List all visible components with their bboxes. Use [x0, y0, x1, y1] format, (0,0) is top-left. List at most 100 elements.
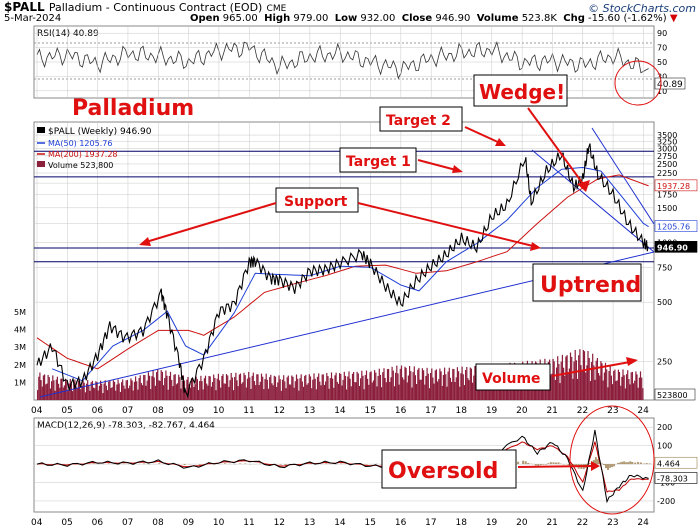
target1-arrow	[417, 159, 457, 171]
volume-bar	[246, 378, 249, 400]
target2-arrow	[464, 126, 501, 144]
macd-panel: MACD(12,26,9) -78.303, -82.767, 4.464 20…	[31, 417, 698, 528]
volume-bar	[192, 377, 194, 400]
price-tick-label: 2250	[657, 169, 677, 178]
volume-bar	[81, 385, 83, 400]
volume-bar	[232, 390, 235, 400]
volume-bar	[210, 386, 212, 400]
volume-bar	[258, 385, 260, 400]
price-tick-label: 2750	[657, 152, 677, 161]
volume-bar	[423, 370, 425, 400]
volume-bar	[566, 355, 568, 400]
volume-bar	[571, 356, 573, 400]
volume-bar	[237, 386, 239, 400]
volume-bar	[589, 381, 591, 400]
volume-bar	[47, 374, 49, 400]
volume-bar	[108, 381, 110, 400]
volume-bar	[297, 378, 299, 400]
annotation-oversold: Oversold	[388, 459, 498, 484]
macd-histogram-bar	[239, 463, 242, 464]
rsi-last-value: 40.89	[657, 80, 683, 90]
volume-bar	[629, 384, 631, 400]
volume-bar	[88, 385, 90, 400]
macd-histogram-bar	[623, 461, 626, 465]
brand-logo: © StockCharts.com	[588, 2, 696, 15]
volume-bar	[411, 387, 413, 400]
volume-bar	[105, 385, 107, 400]
macd-histogram-bar	[557, 462, 560, 465]
support-box	[275, 187, 359, 213]
price-tick-label: 250	[657, 358, 672, 367]
macd-histogram-bar	[143, 463, 146, 465]
rsi-tick-label: 30	[657, 72, 667, 81]
macd-histogram-bar	[552, 462, 555, 464]
macd-histogram-bar	[621, 461, 624, 465]
volume-bar	[95, 381, 97, 400]
volume-bar	[481, 383, 483, 400]
macd-histogram-bar	[627, 462, 630, 465]
volume-bar	[399, 368, 401, 400]
volume-bar	[72, 391, 74, 400]
volume-bar	[342, 379, 344, 400]
volume-bar	[135, 376, 137, 400]
ma200-line	[36, 174, 649, 370]
volume-bar	[437, 381, 439, 400]
price-tick-label: 3500	[657, 131, 677, 140]
volume-bar	[223, 383, 225, 400]
macd-histogram-bar	[527, 463, 530, 465]
volume-bar	[117, 379, 119, 400]
macd-histogram-bar	[534, 464, 537, 466]
volume-bar	[280, 390, 282, 400]
support-arrow-right-head	[530, 242, 541, 251]
price-badge-label: 1205.76	[657, 223, 690, 232]
volume-bar	[172, 386, 174, 400]
macd-histogram-bar	[603, 464, 605, 466]
volume-bar	[110, 388, 112, 400]
volume-bar	[96, 382, 98, 400]
volume-bar	[56, 376, 58, 400]
volume-bar	[616, 380, 618, 400]
price-x-tick: 15	[365, 406, 376, 416]
volume-bar	[131, 380, 133, 400]
volume-bar	[463, 385, 465, 400]
volume-bar	[386, 369, 389, 400]
annotation-support: Support	[284, 194, 348, 210]
volume-bar	[308, 374, 310, 400]
volume-bar	[377, 376, 379, 400]
volume-bar	[265, 373, 267, 400]
volume-bar	[214, 378, 216, 400]
volume-bar	[59, 387, 61, 400]
volume-bar	[239, 373, 242, 400]
volume-bar	[428, 388, 430, 400]
annotation-palladium: Palladium	[72, 96, 194, 121]
volume-bar	[341, 385, 343, 400]
volume-bar	[168, 376, 170, 400]
macd-histogram-bar	[92, 463, 95, 464]
volume-bar	[468, 380, 470, 400]
volume-bar	[565, 356, 567, 400]
volume-bar	[270, 374, 272, 400]
volume-bar	[122, 379, 124, 400]
volume-bar	[507, 383, 509, 400]
volume-bar	[238, 374, 240, 400]
volume-bar	[257, 374, 259, 400]
volume-bar	[195, 376, 197, 400]
rsi-label: RSI(14) 40.89	[37, 29, 99, 39]
macd-x-tick: 12	[274, 518, 285, 528]
price-x-tick: 16	[395, 406, 407, 416]
macd-histogram-bar	[279, 464, 282, 465]
volume-bar	[631, 371, 633, 400]
volume-bar	[627, 370, 629, 400]
volume-bar	[393, 386, 396, 400]
volume-bar	[336, 381, 338, 400]
volume-bar	[97, 390, 99, 400]
volume-bar	[381, 387, 383, 400]
volume-bar	[367, 378, 369, 400]
volume-bar	[327, 376, 329, 400]
volume-bar	[53, 380, 55, 400]
volume-bar	[455, 377, 457, 400]
price-tick-label: 750	[657, 263, 672, 272]
chart-title: $PALL Palladium - Continuous Contract (E…	[4, 0, 286, 14]
volume-bar	[309, 376, 312, 400]
volume-bar	[180, 388, 182, 400]
